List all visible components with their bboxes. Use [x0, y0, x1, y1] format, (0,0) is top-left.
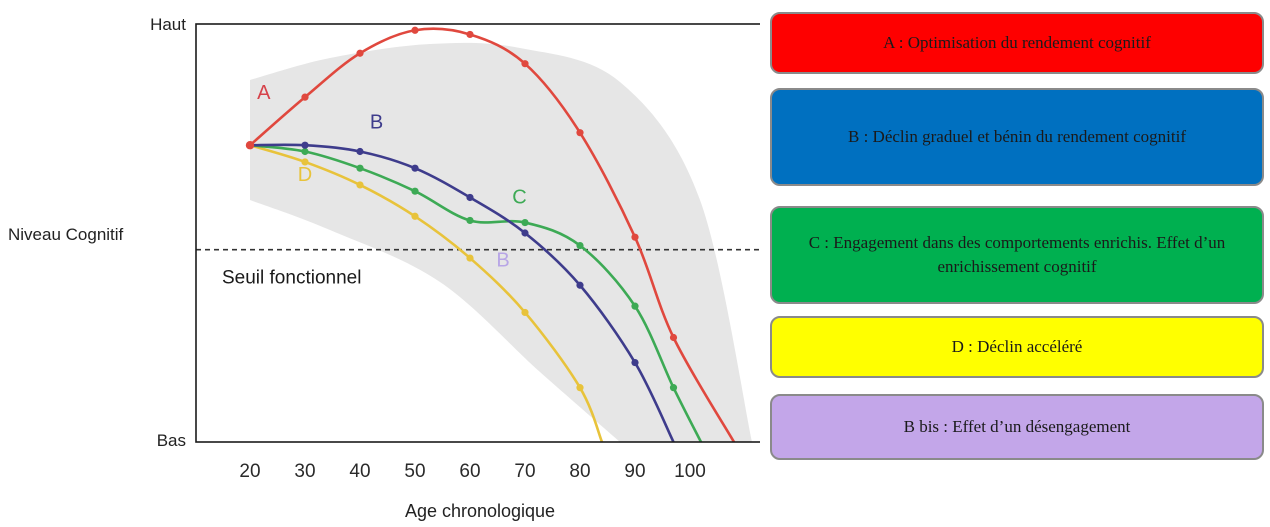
- series-point-a: [576, 129, 584, 137]
- legend-item-c-label: C : Engagement dans des comportements en…: [808, 233, 1226, 276]
- x-tick-label: 90: [624, 461, 645, 482]
- legend-item-b-label: B : Déclin graduel et bénin du rendement…: [847, 127, 1186, 147]
- series-point-b: [411, 164, 419, 172]
- cognitive-trajectories-chart: Seuil fonctionnel 20 30 40 50 60 70 80 90 100 A B…: [8, 15, 760, 521]
- x-tick-label: 40: [349, 461, 370, 482]
- legend-item-b-bis-label: B bis : Effet d’un désengagement: [903, 417, 1131, 437]
- series-point-c: [521, 218, 529, 227]
- series-point-d: [466, 254, 474, 262]
- x-tick-label: 50: [404, 461, 425, 482]
- series-point-a: [631, 233, 639, 241]
- series-point-d: [301, 158, 309, 166]
- start-point: [245, 141, 255, 150]
- series-point-b: [301, 141, 309, 149]
- series-point-b: [631, 358, 639, 367]
- series-point-c: [411, 187, 419, 195]
- series-point-c: [301, 147, 309, 156]
- curve-annotation: C: [512, 187, 526, 209]
- series-point-b: [466, 193, 474, 202]
- series-point-a: [356, 49, 364, 57]
- x-axis-title: Age chronologique: [405, 501, 555, 521]
- series-point-a: [669, 333, 678, 342]
- legend-item-c: C : Engagement dans des comportements en…: [770, 206, 1264, 304]
- legend-item-b-bis: B bis : Effet d’un désengagement: [770, 394, 1264, 460]
- variability-envelope: [250, 42, 752, 442]
- threshold-label: Seuil fonctionnel: [222, 268, 361, 289]
- series-point-c: [466, 216, 474, 225]
- series-point-a: [301, 93, 309, 101]
- legend-item-b: B : Déclin graduel et bénin du rendement…: [770, 88, 1264, 186]
- series-point-c: [356, 164, 364, 172]
- series-point-b: [576, 281, 584, 289]
- series-point-a: [521, 60, 529, 68]
- curve-annotation: A: [257, 82, 271, 104]
- series-line-c: [248, 143, 703, 442]
- legend-item-a: A : Optimisation du rendement cognitif: [770, 12, 1264, 74]
- x-tick-label: 60: [459, 461, 480, 482]
- plot-frame: [195, 23, 760, 443]
- series-point-b: [356, 147, 364, 156]
- series-point-d: [521, 308, 529, 317]
- x-tick-label: 80: [569, 461, 590, 482]
- legend-item-d-label: D : Déclin accéléré: [951, 337, 1083, 357]
- series-point-d: [411, 212, 419, 220]
- legend-item-d: D : Déclin accéléré: [770, 316, 1264, 378]
- curve-annotation: B: [370, 112, 383, 134]
- y-axis-top-label: Haut: [150, 15, 186, 34]
- y-axis-bottom-label: Bas: [157, 431, 186, 450]
- series-point-d: [576, 384, 584, 392]
- curve-annotation: D: [298, 164, 312, 186]
- series-point-b: [521, 229, 529, 237]
- series-line-d: [248, 143, 604, 442]
- legend-item-a-label: A : Optimisation du rendement cognitif: [883, 33, 1151, 53]
- x-tick-label: 70: [514, 461, 535, 482]
- legend: A : Optimisation du rendement cognitif B…: [770, 0, 1264, 527]
- x-tick-label: 30: [294, 461, 315, 482]
- series-line-b: [248, 143, 675, 442]
- series-point-a: [466, 30, 474, 39]
- series-point-d: [356, 181, 364, 189]
- series-point-c: [631, 302, 639, 310]
- x-tick-label: 100: [674, 461, 706, 482]
- y-axis-title: Niveau Cognitif: [8, 225, 124, 244]
- series-point-c: [576, 241, 584, 250]
- x-tick-label: 20: [239, 461, 260, 482]
- series-point-a: [411, 26, 419, 34]
- series-point-c: [669, 384, 678, 392]
- curve-annotation: B: [496, 249, 509, 271]
